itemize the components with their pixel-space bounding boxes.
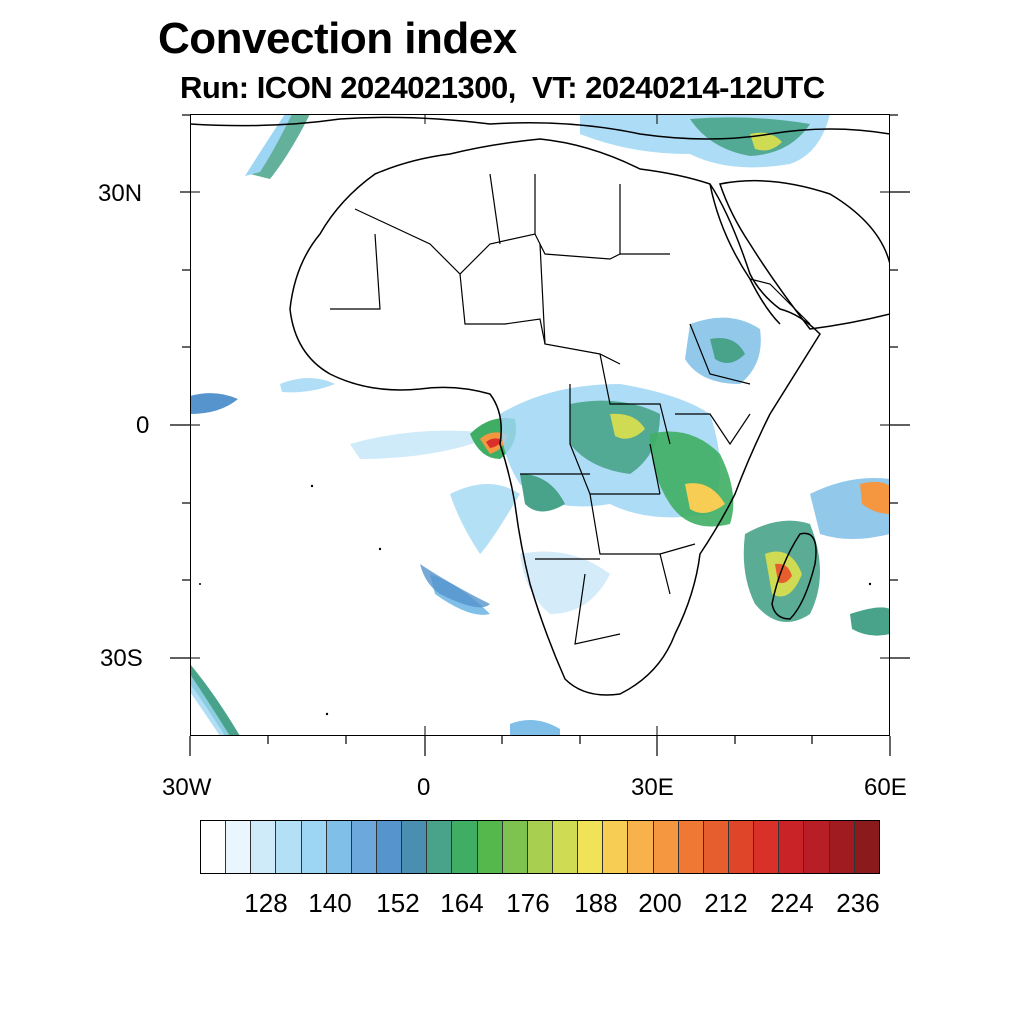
colorbar (200, 820, 880, 874)
colorbar-label-176: 176 (506, 888, 550, 918)
madagascar-outline (771, 532, 817, 620)
colorbar-segment-2 (251, 821, 277, 873)
inner-ticks (190, 114, 890, 736)
colorbar-segment-3 (276, 821, 302, 873)
colorbar-label-128: 128 (244, 888, 288, 918)
convection-field (190, 114, 890, 736)
colorbar-label-188: 188 (574, 888, 618, 918)
chart-title: Convection index (158, 14, 517, 63)
colorbar-segment-25 (829, 821, 855, 873)
map-panel (190, 114, 890, 736)
colorbar-segment-15 (578, 821, 604, 873)
lat-label-30n: 30N (98, 180, 143, 207)
country-borders (330, 173, 811, 645)
islands (199, 484, 872, 716)
colorbar-segment-17 (628, 821, 654, 873)
arabia-outline (719, 179, 890, 330)
colorbar-segment-16 (603, 821, 629, 873)
colorbar-label-236: 236 (836, 888, 880, 918)
lat-label-30s: 30S (100, 645, 143, 672)
africa-outline (289, 138, 821, 696)
colorbar-segment-18 (653, 821, 679, 873)
colorbar-label-152: 152 (376, 888, 420, 918)
colorbar-segment-9 (427, 821, 453, 873)
colorbar-segment-23 (779, 821, 805, 873)
lon-label-0: 0 (417, 774, 431, 801)
colorbar-segment-7 (376, 821, 403, 873)
colorbar-segment-5 (326, 821, 352, 873)
colorbar-segment-22 (754, 821, 780, 873)
colorbar-label-200: 200 (638, 888, 682, 918)
colorbar-segment-13 (527, 821, 553, 873)
colorbar-segment-4 (301, 821, 327, 873)
colorbar-segment-6 (351, 821, 377, 873)
lon-label-30e: 30E (631, 774, 674, 801)
colorbar-segment-0 (201, 821, 227, 873)
coastlines (190, 116, 890, 696)
colorbar-segment-20 (703, 821, 729, 873)
map-canvas (190, 114, 890, 736)
colorbar-segment-11 (477, 821, 503, 873)
colorbar-segment-1 (226, 821, 252, 873)
colorbar-label-224: 224 (770, 888, 814, 918)
colorbar-label-164: 164 (440, 888, 484, 918)
lon-label-60e: 60E (864, 774, 907, 801)
lat-label-0: 0 (136, 412, 150, 439)
colorbar-segment-8 (402, 821, 428, 873)
colorbar-segment-19 (678, 821, 704, 873)
colorbar-segment-14 (552, 821, 579, 873)
colorbar-segment-12 (502, 821, 528, 873)
convection-band-sw (190, 664, 240, 736)
lon-label-30w: 30W (162, 774, 212, 801)
colorbar-label-212: 212 (704, 888, 748, 918)
colorbar-segment-24 (804, 821, 830, 873)
colorbar-segment-10 (452, 821, 478, 873)
chart-subtitle: Run: ICON 2024021300, VT: 20240214-12UTC (180, 70, 825, 105)
convection-band-w (190, 393, 238, 414)
colorbar-label-140: 140 (308, 888, 352, 918)
colorbar-segment-26 (854, 821, 879, 873)
colorbar-segment-21 (728, 821, 755, 873)
